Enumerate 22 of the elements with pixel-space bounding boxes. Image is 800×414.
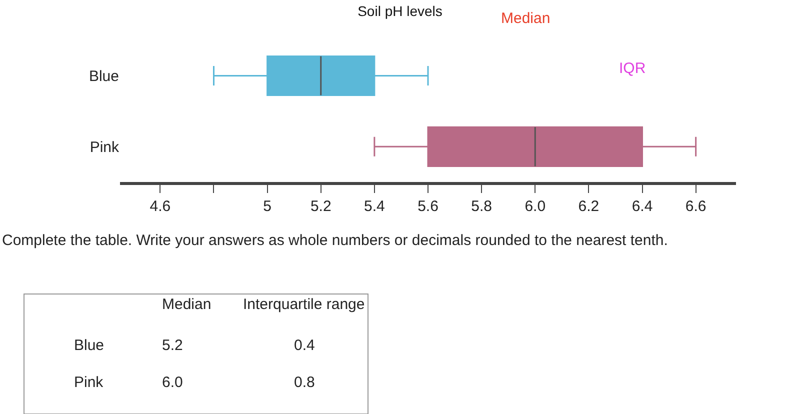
text: Blue [74,337,104,354]
x-tick-label: 4.6 [150,198,171,216]
text: 5.2 [162,337,183,354]
text: Complete the table. Write your answers as whole numbers or decimals rounded to the nearest tenth. [2,232,668,249]
chart-title: Soil pH levels [358,3,442,20]
x-tick-label: 5.2 [310,198,332,216]
text: 6.0 [162,374,183,391]
x-tick-label: 5.6 [418,198,438,216]
text: Median [501,10,550,27]
text: Interquartile range [243,296,365,313]
x-tick-label: 6.6 [685,198,706,216]
x-tick-label: 6.2 [578,198,600,216]
x-tick-label: 6.0 [524,198,546,216]
x-tick-label: 5.4 [364,198,385,216]
text: 0.8 [294,374,315,391]
annotation: IQR [619,60,646,77]
text: Median [162,296,212,313]
x-tick-label: 5.8 [471,198,492,216]
x-tick-label: 6.4 [632,198,653,216]
text: 0.4 [294,337,315,354]
x-tick-label: 5 [263,198,272,216]
text: Pink [74,374,104,391]
